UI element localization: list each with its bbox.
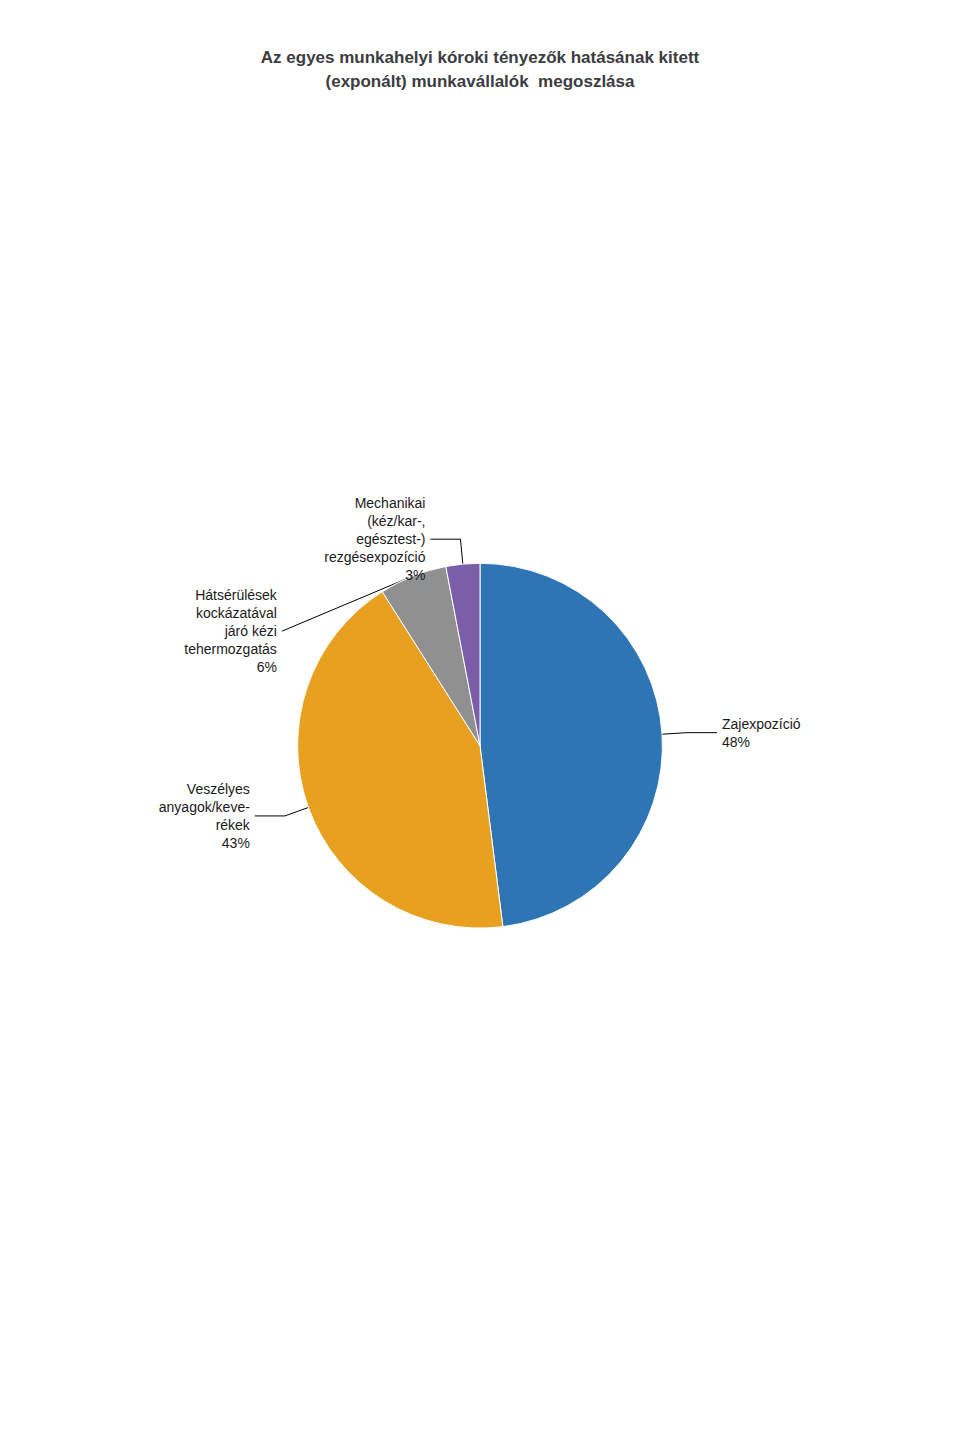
svg-text:(kéz/kar-,: (kéz/kar-, — [367, 513, 425, 529]
svg-text:Az egyes munkahelyi kóroki tén: Az egyes munkahelyi kóroki tényezők hatá… — [261, 48, 700, 67]
svg-text:rezgésexpozíció: rezgésexpozíció — [324, 549, 425, 565]
svg-text:43%: 43% — [222, 835, 250, 851]
svg-text:48%: 48% — [722, 734, 750, 750]
svg-text:anyagok/keve-: anyagok/keve- — [159, 799, 250, 815]
svg-text:egésztest-): egésztest-) — [356, 531, 425, 547]
svg-text:Mechanikai: Mechanikai — [355, 495, 426, 511]
svg-text:Veszélyes: Veszélyes — [187, 781, 250, 797]
svg-text:rékek: rékek — [216, 817, 251, 833]
svg-text:(exponált) munkavállalók mego: (exponált) munkavállalók megoszlása — [326, 72, 635, 91]
svg-text:Zajexpozíció: Zajexpozíció — [722, 716, 801, 732]
svg-text:kockázatával: kockázatával — [196, 605, 277, 621]
svg-text:tehermozgatás: tehermozgatás — [184, 641, 277, 657]
svg-text:3%: 3% — [405, 567, 425, 583]
svg-text:Hátsérülések: Hátsérülések — [195, 587, 278, 603]
svg-text:járó kézi: járó kézi — [224, 623, 277, 639]
svg-text:6%: 6% — [257, 659, 277, 675]
